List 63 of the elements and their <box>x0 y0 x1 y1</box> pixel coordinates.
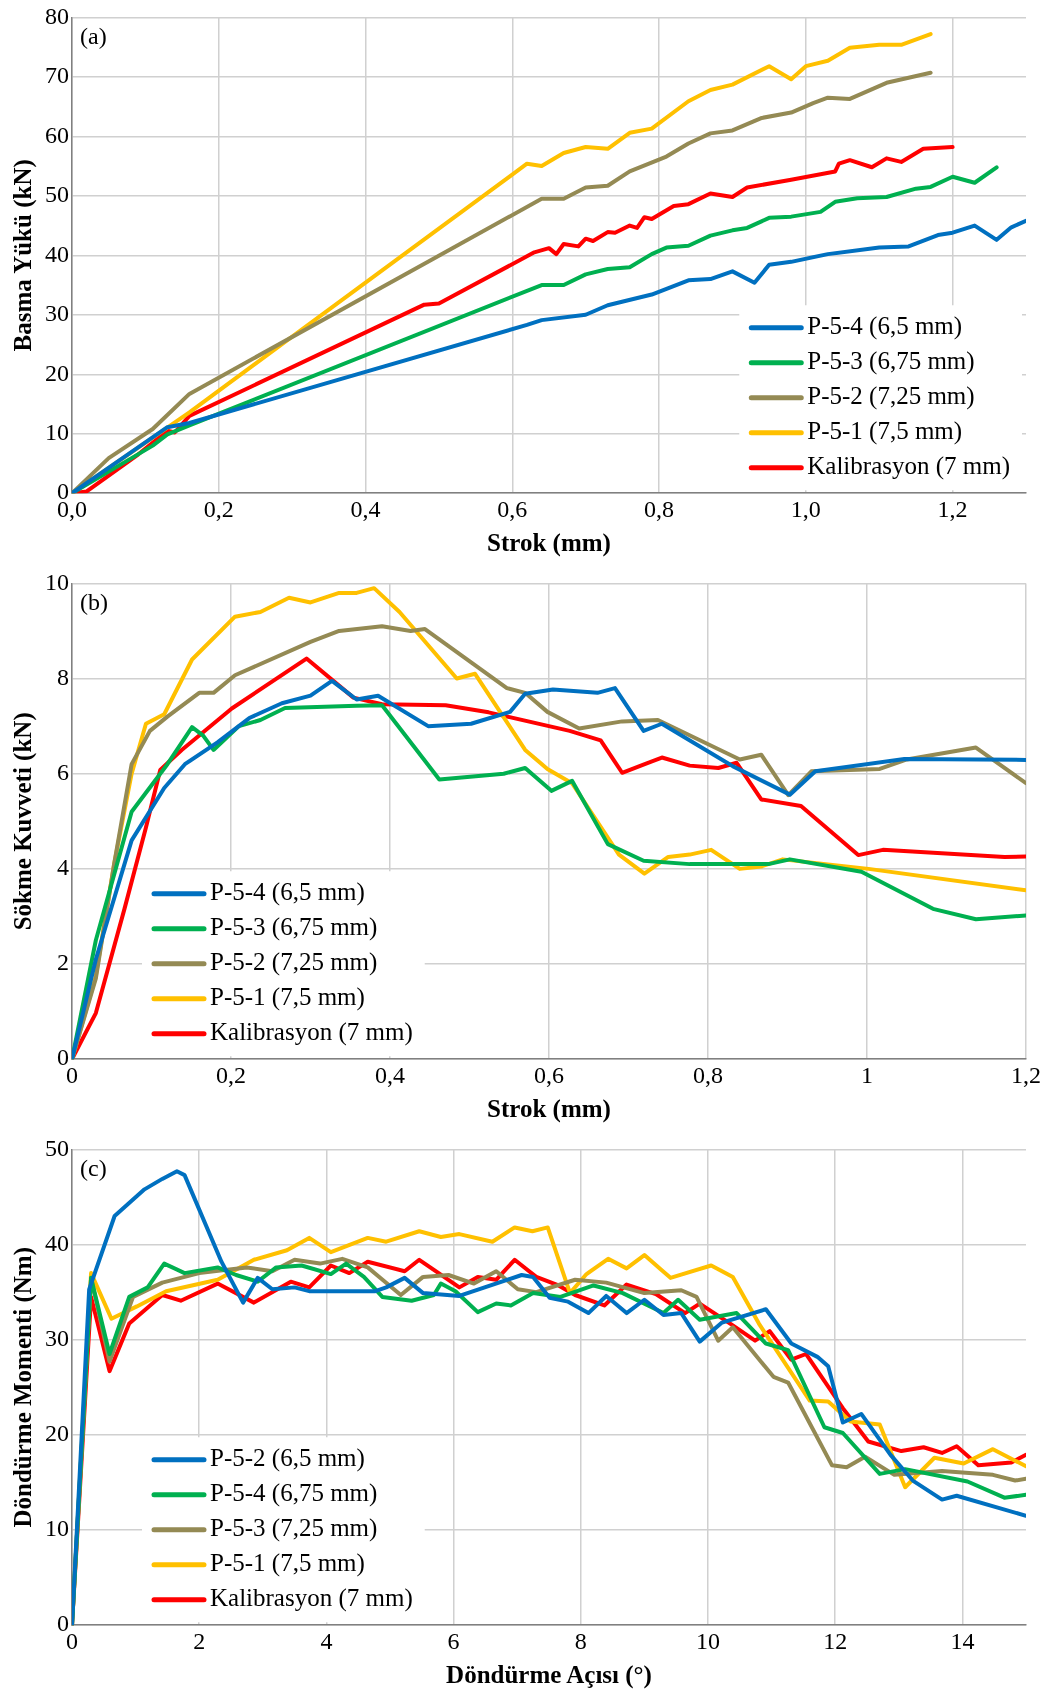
x-axis-title: Döndürme Açısı (°) <box>446 1661 652 1690</box>
y-tick-label: 8 <box>57 663 69 690</box>
x-tick-label: 0,2 <box>203 495 234 522</box>
x-tick-label: 0,8 <box>693 1061 723 1088</box>
legend-label: P-5-4 (6,5 mm) <box>210 878 365 907</box>
x-tick-label: 0,8 <box>644 495 675 522</box>
x-tick-label: 0,4 <box>375 1061 405 1088</box>
annotation: (a) <box>80 22 107 49</box>
x-axis-title: Strok (mm) <box>487 529 611 558</box>
legend-label: P-5-1 (7,5 mm) <box>210 983 365 1012</box>
legend-label: Kalibrasyon (7 mm) <box>210 1584 413 1613</box>
x-tick-label: 0,6 <box>534 1061 564 1088</box>
y-tick-label: 10 <box>45 419 69 446</box>
x-axis-title: Strok (mm) <box>487 1095 611 1124</box>
y-tick-label: 10 <box>45 1515 69 1542</box>
y-tick-label: 60 <box>45 121 69 148</box>
legend-label: P-5-4 (6,5 mm) <box>807 312 963 341</box>
legend-label: P-5-1 (7,5 mm) <box>210 1549 365 1578</box>
y-tick-label: 50 <box>45 1134 69 1161</box>
x-tick-label: 10 <box>696 1627 720 1654</box>
y-tick-label: 2 <box>57 949 69 976</box>
legend-label: P-5-1 (7,5 mm) <box>807 417 963 446</box>
y-axis-title: Sökme Kuvveti (kN) <box>9 712 38 931</box>
y-tick-label: 40 <box>45 1229 69 1256</box>
x-tick-label: 0,6 <box>497 495 528 522</box>
x-tick-label: 14 <box>950 1627 975 1654</box>
y-axis-title: Döndürme Momenti (Nm) <box>9 1247 38 1528</box>
legend-label: P-5-2 (7,25 mm) <box>210 948 378 977</box>
x-tick-label: 8 <box>574 1627 587 1654</box>
legend-label: Kalibrasyon (7 mm) <box>807 452 1010 481</box>
x-tick-label: 0,2 <box>216 1061 246 1088</box>
y-tick-label: 6 <box>57 759 69 786</box>
x-tick-label: 4 <box>320 1627 333 1654</box>
annotation: (b) <box>80 588 108 615</box>
annotation: (c) <box>80 1154 107 1181</box>
x-tick-label: 1 <box>861 1061 873 1088</box>
legend-label: P-5-3 (7,25 mm) <box>210 1514 378 1543</box>
x-tick-label: 1,2 <box>1011 1061 1041 1088</box>
legend-label: P-5-3 (6,75 mm) <box>210 913 378 942</box>
y-tick-label: 4 <box>57 854 69 881</box>
y-tick-label: 40 <box>45 240 69 267</box>
y-tick-label: 70 <box>45 62 69 89</box>
legend-label: P-5-2 (7,25 mm) <box>807 382 975 411</box>
y-tick-label: 80 <box>45 2 69 29</box>
legend-label: P-5-2 (6,5 mm) <box>210 1444 365 1473</box>
legend-label: Kalibrasyon (7 mm) <box>210 1018 413 1047</box>
x-tick-label: 1,0 <box>790 495 821 522</box>
y-tick-label: 50 <box>45 181 69 208</box>
y-tick-label: 20 <box>45 359 69 386</box>
y-tick-label: 30 <box>45 1325 69 1352</box>
legend-label: P-5-3 (6,75 mm) <box>807 347 975 376</box>
y-axis-title: Basma Yükü (kN) <box>9 159 38 352</box>
x-tick-label: 0,4 <box>350 495 381 522</box>
x-tick-label: 1,2 <box>937 495 968 522</box>
x-tick-label: 12 <box>823 1627 848 1654</box>
x-tick-label: 6 <box>447 1627 460 1654</box>
y-tick-label: 30 <box>45 300 69 327</box>
y-tick-label: 0 <box>57 1044 69 1071</box>
y-tick-label: 0 <box>57 1610 69 1637</box>
legend-label: P-5-4 (6,75 mm) <box>210 1479 378 1508</box>
y-tick-label: 20 <box>45 1420 69 1447</box>
y-tick-label: 10 <box>45 568 69 595</box>
x-tick-label: 2 <box>193 1627 206 1654</box>
